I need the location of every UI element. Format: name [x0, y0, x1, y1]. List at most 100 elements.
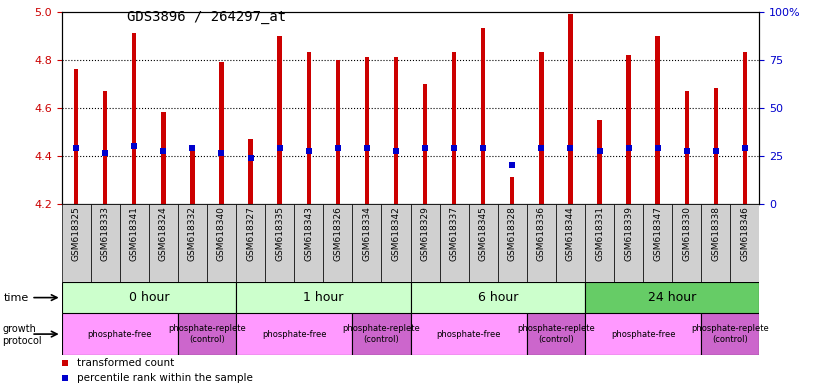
- Text: phosphate-free: phosphate-free: [88, 329, 152, 339]
- Bar: [655, 35, 660, 204]
- Bar: [701, 204, 731, 282]
- Bar: [685, 91, 689, 204]
- Bar: [161, 112, 166, 204]
- Text: 0 hour: 0 hour: [129, 291, 169, 304]
- Text: GSM618324: GSM618324: [158, 206, 167, 261]
- Bar: [120, 204, 149, 282]
- Bar: [410, 313, 527, 355]
- Text: GSM618328: GSM618328: [507, 206, 516, 261]
- Bar: [236, 204, 265, 282]
- Text: transformed count: transformed count: [77, 358, 174, 368]
- Text: GSM618340: GSM618340: [217, 206, 226, 261]
- Text: GSM618347: GSM618347: [654, 206, 663, 261]
- Bar: [149, 204, 178, 282]
- Text: GSM618325: GSM618325: [71, 206, 80, 261]
- Text: GSM618327: GSM618327: [246, 206, 255, 261]
- Bar: [336, 60, 340, 204]
- Bar: [410, 282, 585, 313]
- Text: GSM618345: GSM618345: [479, 206, 488, 261]
- Bar: [74, 69, 78, 204]
- Text: GSM618329: GSM618329: [420, 206, 429, 261]
- Text: GSM618344: GSM618344: [566, 206, 575, 261]
- Text: GSM618331: GSM618331: [595, 206, 604, 261]
- Bar: [410, 204, 439, 282]
- Bar: [568, 14, 572, 204]
- Text: phosphate-replete
(control): phosphate-replete (control): [342, 324, 420, 344]
- Bar: [527, 204, 556, 282]
- Text: phosphate-replete
(control): phosphate-replete (control): [517, 324, 594, 344]
- Bar: [236, 313, 352, 355]
- Bar: [365, 57, 369, 204]
- Bar: [743, 52, 747, 204]
- Bar: [539, 52, 544, 204]
- Bar: [598, 119, 602, 204]
- Text: phosphate-free: phosphate-free: [437, 329, 501, 339]
- Bar: [132, 33, 136, 204]
- Bar: [498, 204, 527, 282]
- Text: GSM618341: GSM618341: [130, 206, 139, 261]
- Bar: [481, 28, 485, 204]
- Bar: [423, 83, 427, 204]
- Bar: [439, 204, 469, 282]
- Bar: [352, 313, 410, 355]
- Bar: [323, 204, 352, 282]
- Bar: [701, 313, 759, 355]
- Text: 1 hour: 1 hour: [303, 291, 343, 304]
- Bar: [626, 55, 631, 204]
- Text: GSM618333: GSM618333: [101, 206, 110, 261]
- Bar: [382, 204, 410, 282]
- Bar: [614, 204, 643, 282]
- Text: GSM618346: GSM618346: [741, 206, 750, 261]
- Text: growth
protocol: growth protocol: [2, 324, 42, 346]
- Text: GSM618330: GSM618330: [682, 206, 691, 261]
- Text: phosphate-replete
(control): phosphate-replete (control): [691, 324, 769, 344]
- Bar: [62, 204, 90, 282]
- Text: GSM618334: GSM618334: [362, 206, 371, 261]
- Text: GSM618336: GSM618336: [537, 206, 546, 261]
- Bar: [62, 282, 236, 313]
- Bar: [527, 313, 585, 355]
- Bar: [190, 146, 195, 204]
- Bar: [394, 57, 398, 204]
- Bar: [585, 204, 614, 282]
- Text: GSM618335: GSM618335: [275, 206, 284, 261]
- Bar: [249, 139, 253, 204]
- Text: phosphate-free: phosphate-free: [262, 329, 327, 339]
- Text: phosphate-replete
(control): phosphate-replete (control): [168, 324, 245, 344]
- Bar: [713, 88, 718, 204]
- Bar: [219, 62, 223, 204]
- Bar: [178, 204, 207, 282]
- Bar: [731, 204, 759, 282]
- Bar: [352, 204, 382, 282]
- Bar: [178, 313, 236, 355]
- Text: percentile rank within the sample: percentile rank within the sample: [77, 372, 253, 383]
- Text: GDS3896 / 264297_at: GDS3896 / 264297_at: [127, 10, 287, 23]
- Bar: [585, 313, 701, 355]
- Bar: [556, 204, 585, 282]
- Bar: [585, 282, 759, 313]
- Bar: [265, 204, 294, 282]
- Bar: [62, 313, 178, 355]
- Bar: [452, 52, 456, 204]
- Bar: [277, 35, 282, 204]
- Bar: [469, 204, 498, 282]
- Text: GSM618338: GSM618338: [711, 206, 720, 261]
- Bar: [103, 91, 108, 204]
- Text: GSM618332: GSM618332: [188, 206, 197, 261]
- Bar: [236, 282, 410, 313]
- Text: GSM618342: GSM618342: [392, 206, 401, 261]
- Text: GSM618337: GSM618337: [450, 206, 459, 261]
- Bar: [510, 177, 515, 204]
- Text: 6 hour: 6 hour: [478, 291, 518, 304]
- Bar: [643, 204, 672, 282]
- Text: time: time: [4, 293, 30, 303]
- Text: GSM618326: GSM618326: [333, 206, 342, 261]
- Bar: [90, 204, 120, 282]
- Bar: [294, 204, 323, 282]
- Bar: [672, 204, 701, 282]
- Text: 24 hour: 24 hour: [648, 291, 696, 304]
- Bar: [306, 52, 311, 204]
- Text: phosphate-free: phosphate-free: [611, 329, 676, 339]
- Text: GSM618343: GSM618343: [305, 206, 314, 261]
- Bar: [207, 204, 236, 282]
